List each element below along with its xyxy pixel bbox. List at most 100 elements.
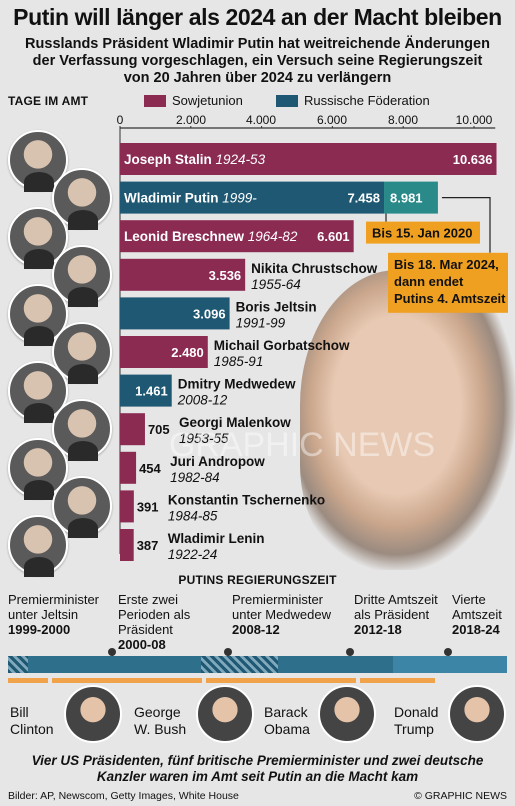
bar-name-label: Dmitry Medwedew [178, 377, 296, 392]
period-line: Präsident [118, 622, 173, 637]
subtitle: Russlands Präsident Wladimir Putin hat w… [10, 36, 505, 87]
bar [120, 181, 385, 214]
bar-value-label: 1.461 [135, 384, 168, 399]
period-3: Premierminister unter Medwedew 2008-12 [232, 592, 331, 637]
callout-text-mar2024: Putins 4. Amtszeit [394, 291, 506, 306]
timeline-bar-pm-jeltsin [8, 656, 28, 673]
bar-name-label: Joseph Stalin 1924-53 [124, 152, 266, 167]
timeline-dot [108, 648, 116, 656]
bar-name-label: Wladimir Putin 1999- [124, 191, 257, 206]
x-tick-label: 4.000 [245, 113, 277, 127]
subtitle-line: Russlands Präsident Wladimir Putin hat w… [25, 36, 490, 52]
period-line: Erste zwei [118, 592, 178, 607]
bar-years-label: 1982-84 [170, 470, 220, 485]
bar [120, 374, 172, 407]
extension-value-label: 8.981 [390, 191, 423, 206]
bar-years-label: 1985-91 [214, 354, 264, 369]
watermark: GRAPHIC NEWS [169, 426, 435, 464]
bar-value-label: 387 [137, 538, 159, 553]
us-name-line: Trump [394, 721, 434, 737]
bar [120, 258, 246, 291]
us-term-clinton [8, 678, 48, 683]
caption: Vier US Präsidenten, fünf britische Prem… [0, 753, 515, 785]
credit-right: © GRAPHIC NEWS [414, 790, 507, 802]
bar-name-label: Wladimir Lenin [168, 531, 265, 546]
portrait-andropow [8, 438, 68, 500]
period-line: Premierminister [232, 592, 324, 607]
bar [120, 336, 208, 368]
timeline-bar-pm-medwedew [201, 656, 278, 673]
callout-box-jan2020 [366, 221, 481, 244]
period-line: Premierminister [8, 592, 100, 607]
bar [120, 490, 134, 523]
bar-extension [384, 181, 438, 214]
us-term-obama [206, 678, 356, 683]
period-2: Erste zwei Perioden als Präsident 2000-0… [118, 592, 190, 652]
portrait-lenin [8, 515, 68, 577]
period-line: unter Jeltsin [8, 607, 79, 622]
timeline-dot [346, 648, 354, 656]
us-name-line: W. Bush [134, 721, 187, 737]
bar [120, 297, 230, 330]
bar-value-label: 3.536 [209, 268, 242, 283]
bar-value-label: 705 [148, 422, 170, 437]
timeline-bar-president-3 [278, 656, 393, 673]
page-title: Putin will länger als 2024 an der Macht … [13, 4, 502, 30]
portrait-stalin [8, 130, 68, 192]
us-name-line: George [134, 704, 181, 720]
bar-years-label: 1984-85 [168, 508, 218, 523]
bar [120, 451, 137, 484]
period-line: Dritte Amtszeit [354, 592, 438, 607]
bar-name-label: Michail Gorbatschow [214, 338, 350, 353]
period-years: 2018-24 [452, 622, 500, 637]
portrait-gorbatschow [52, 322, 112, 384]
bar [120, 529, 134, 561]
x-tick-label: 2.000 [175, 113, 207, 127]
period-5: Vierte Amtszeit 2018-24 [452, 592, 502, 637]
bar-name-label: Juri Andropow [170, 454, 265, 469]
timeline-heading: PUTINS REGIERUNGSZEIT [178, 573, 337, 587]
x-tick-label: 10.000 [455, 113, 493, 127]
period-years: 1999-2000 [8, 622, 71, 637]
period-line: Amtszeit [452, 607, 502, 622]
period-line: Vierte [452, 592, 486, 607]
bar-years-label: 1953-55 [179, 431, 229, 446]
period-years: 2000-08 [118, 637, 166, 652]
subtitle-line: von 20 Jahren über 2024 zu verlängern [123, 70, 392, 86]
period-years: 2012-18 [354, 622, 402, 637]
us-president-obama: Barack Obama [264, 704, 310, 738]
bar-value-label: 3.096 [193, 306, 226, 321]
bar-name-label: Leonid Breschnew 1964-82 [124, 229, 298, 244]
callout-text-jan2020: Bis 15. Jan 2020 [372, 226, 472, 241]
period-4: Dritte Amtszeit als Präsident 2012-18 [354, 592, 438, 637]
period-line: unter Medwedew [232, 607, 331, 622]
legend-label-soviet: Sowjetunion [172, 93, 243, 108]
us-president-clinton: Bill Clinton [10, 704, 54, 738]
subtitle-line: der Verfassung vorgeschlagen, ein Versuc… [32, 53, 483, 69]
avatar-bush [196, 685, 254, 743]
bar [120, 143, 497, 175]
bar-value-label: 10.636 [453, 152, 493, 167]
credit-left: Bilder: AP, Newscom, Getty Images, White… [8, 790, 239, 802]
legend-swatch-soviet [144, 95, 166, 107]
timeline-bar-president-4 [393, 656, 507, 673]
bar-name-label: Boris Jeltsin [236, 299, 317, 314]
us-name-line: Clinton [10, 721, 54, 737]
callout-text-mar2024: Bis 18. Mar 2024, [394, 257, 499, 272]
us-term-trump [360, 678, 435, 683]
us-president-bush: George W. Bush [134, 704, 186, 738]
period-years: 2008-12 [232, 622, 280, 637]
bar-value-label: 7.458 [347, 191, 380, 206]
period-line: als Präsident [354, 607, 430, 622]
x-tick-label: 6.000 [316, 113, 348, 127]
bar-value-label: 6.601 [317, 229, 350, 244]
caption-line: Kanzler waren im Amt seit Putin an die M… [96, 769, 419, 784]
bar-years-label: 1922-24 [168, 547, 218, 562]
bar-name-label: Nikita Chrustschow [251, 261, 378, 276]
bar-years-label: 1991-99 [236, 315, 286, 330]
bar-name-label: Georgi Malenkow [179, 415, 291, 430]
period-1: Premierminister unter Jeltsin 1999-2000 [8, 592, 99, 637]
us-president-trump: Donald Trump [394, 704, 438, 738]
bar-years-label: 2008-12 [177, 393, 228, 408]
bar-chart: Joseph Stalin 1924-53 10.636 8.981 Wladimir… [119, 126, 508, 562]
